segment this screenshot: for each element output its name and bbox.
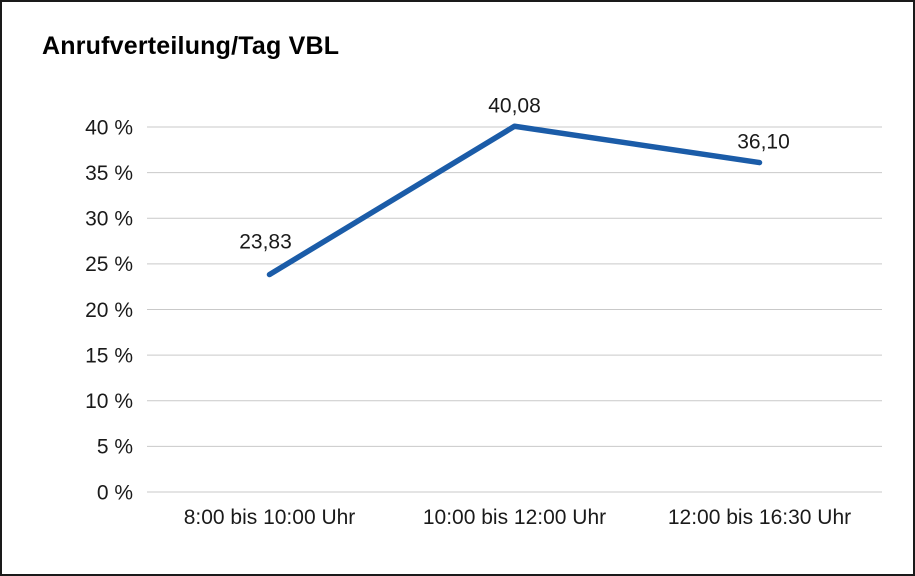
y-tick-label: 15 %: [85, 344, 133, 367]
y-tick-label: 10 %: [85, 390, 133, 413]
x-tick-label: 10:00 bis 12:00 Uhr: [423, 506, 606, 529]
data-line: [266, 123, 763, 278]
data-point-label: 23,83: [239, 231, 292, 254]
y-tick-label: 25 %: [85, 253, 133, 276]
x-tick-label: 8:00 bis 10:00 Uhr: [184, 506, 356, 529]
y-tick-label: 30 %: [85, 208, 133, 231]
y-tick-label: 20 %: [85, 299, 133, 322]
y-tick-label: 40 %: [85, 116, 133, 139]
x-tick-label: 12:00 bis 16:30 Uhr: [668, 506, 851, 529]
chart-title: Anrufverteilung/Tag VBL: [42, 32, 340, 60]
y-tick-label: 5 %: [97, 436, 133, 459]
y-tick-label: 35 %: [85, 162, 133, 185]
data-point-label: 40,08: [488, 94, 541, 117]
data-point-label: 36,10: [737, 131, 790, 154]
y-tick-label: 0 %: [97, 481, 133, 504]
